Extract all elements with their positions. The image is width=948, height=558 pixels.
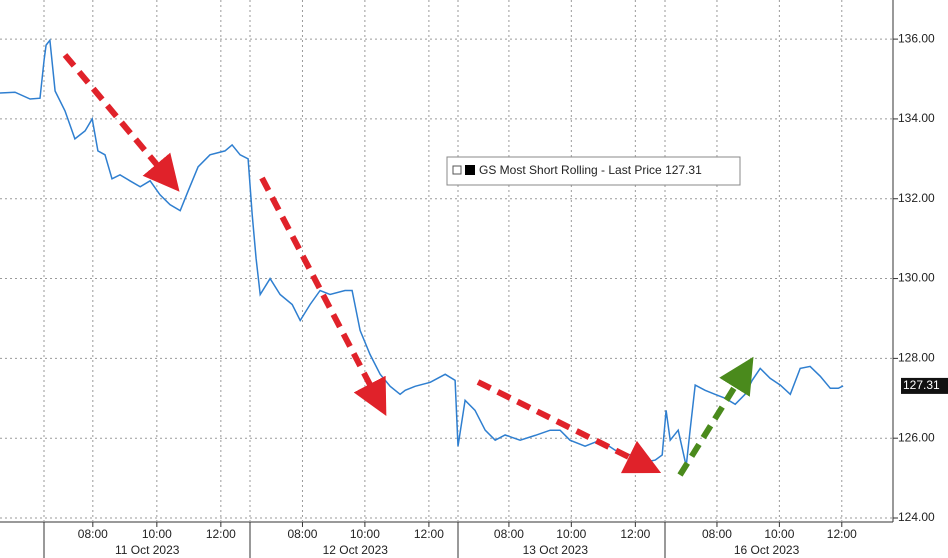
x-tick-label: 08:00 bbox=[702, 527, 732, 541]
legend-swatch bbox=[465, 165, 475, 175]
x-tick-label: 10:00 bbox=[142, 527, 172, 541]
trend-arrow bbox=[62, 53, 180, 192]
y-tick-label: 132.00 bbox=[898, 191, 935, 205]
legend-value: 127.31 bbox=[665, 163, 702, 177]
x-tick-label: 08:00 bbox=[287, 527, 317, 541]
legend-name: GS Most Short Rolling - Last Price bbox=[479, 163, 662, 177]
y-tick-label: 126.00 bbox=[898, 430, 935, 444]
x-tick-label: 12:00 bbox=[827, 527, 857, 541]
y-tick-label: 124.00 bbox=[898, 510, 935, 524]
x-tick-label: 12:00 bbox=[206, 527, 236, 541]
x-tick-label: 10:00 bbox=[556, 527, 586, 541]
y-tick-label: 134.00 bbox=[898, 111, 935, 125]
day-label: 13 Oct 2023 bbox=[523, 543, 589, 557]
day-label: 16 Oct 2023 bbox=[734, 543, 800, 557]
x-tick-label: 12:00 bbox=[620, 527, 650, 541]
x-tick-label: 10:00 bbox=[764, 527, 794, 541]
y-tick-label: 136.00 bbox=[898, 31, 935, 45]
legend-label: GS Most Short Rolling - Last Price 127.3… bbox=[479, 163, 702, 177]
price-line bbox=[0, 38, 844, 467]
day-label: 11 Oct 2023 bbox=[115, 543, 180, 557]
legend-box bbox=[446, 156, 741, 186]
x-tick-label: 12:00 bbox=[414, 527, 444, 541]
trend-arrow bbox=[259, 176, 387, 416]
day-label: 12 Oct 2023 bbox=[323, 543, 389, 557]
last-price-tag bbox=[901, 377, 948, 394]
y-tick-label: 130.00 bbox=[898, 271, 935, 285]
trend-arrow bbox=[476, 379, 662, 474]
legend: GS Most Short Rolling - Last Price 127.3… bbox=[446, 156, 741, 186]
legend-icon bbox=[452, 165, 462, 175]
annotations bbox=[62, 53, 754, 477]
last-price-label: 127.31 bbox=[903, 378, 940, 392]
x-tick-label: 08:00 bbox=[78, 527, 108, 541]
y-tick-label: 128.00 bbox=[898, 351, 935, 365]
x-tick-label: 10:00 bbox=[350, 527, 380, 541]
x-tick-label: 08:00 bbox=[494, 527, 524, 541]
trend-arrow bbox=[677, 356, 754, 477]
